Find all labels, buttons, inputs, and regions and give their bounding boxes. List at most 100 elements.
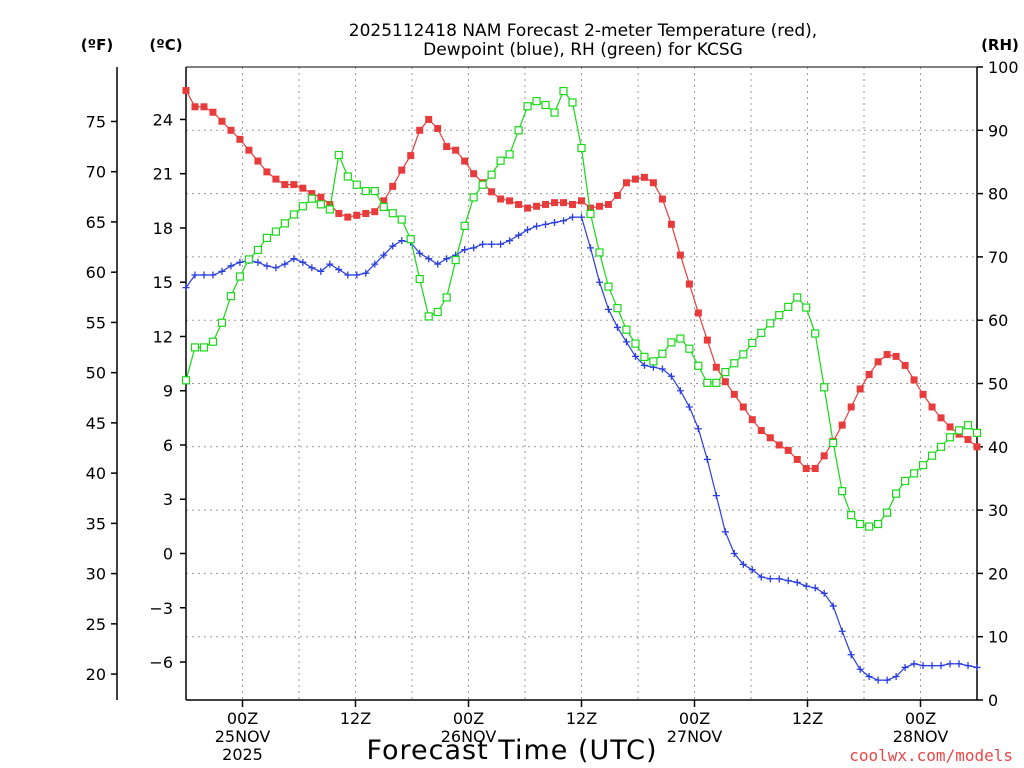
rh-point [253,245,263,255]
rh-point [649,357,658,366]
dewpoint-point [658,365,666,373]
dewpoint-point [425,255,433,263]
dewpoint-point [964,662,972,670]
rh-point [307,194,316,203]
dewpoint-point [829,602,837,610]
rh-point [622,325,631,334]
rh-point [361,186,370,196]
temperature-point [793,455,801,463]
dewpoint-point [182,284,190,292]
rh-point [568,98,577,107]
rh-point [918,461,928,470]
rh-point [676,334,685,343]
dewpoint-point [434,260,442,268]
dewpoint-point [470,244,478,252]
fahrenheit-tick-label: 65 [86,213,106,232]
dewpoint-point [551,219,559,227]
temperature-point [964,436,972,444]
temperature-point [757,427,765,435]
dewpoint-point [353,271,361,279]
rh-point [865,522,874,531]
dewpoint-point [209,271,217,279]
rh-point [972,428,982,437]
dewpoint-point [524,226,532,234]
rh-point [289,210,298,219]
rh-point [559,86,568,96]
dewpoint-point [586,244,594,252]
rh-point [433,307,442,317]
rh-point [550,108,559,117]
rh-point [811,329,820,338]
temperature-point [811,465,819,473]
temperature-point [506,197,514,205]
rh-point [523,102,532,111]
fahrenheit-tick-label: 60 [86,263,106,282]
dewpoint-point [317,267,325,275]
rh-point [927,451,937,460]
temperature-point [910,376,918,384]
temperature-point [820,452,828,460]
dewpoint-point [766,575,774,583]
temperature-point [398,166,406,174]
dewpoint-point [865,672,873,680]
rh-point [748,338,757,348]
rh-point [703,378,712,387]
rh-unit-label: (RH) [981,36,1019,54]
temperature-point [389,182,397,190]
rh-point [954,426,964,435]
rh-point [469,193,478,202]
rh-point [936,442,946,451]
temperature-point [622,179,630,187]
temperature-point [766,434,774,442]
dewpoint-point [506,237,514,245]
celsius-tick-label: 24 [153,110,173,129]
dewpoint-point [883,676,891,684]
temperature-point [730,390,738,398]
dewpoint-point [236,258,244,266]
temperature-point [604,200,612,208]
dewpoint-point [191,271,199,279]
dewpoint-point [757,573,765,581]
temperature-point [344,213,352,221]
dewpoint-point [362,269,370,277]
temperature-point [263,168,271,176]
rh-point [847,511,856,520]
rh-point [820,383,829,392]
dewpoint-point [290,255,298,263]
rh-point [883,508,892,517]
celsius-tick-label: −6 [149,653,173,672]
dewpoint-point [515,231,523,239]
temperature-point [802,465,810,473]
dewpoint-point [640,361,648,369]
rh-point [775,311,784,320]
dewpoint-point [955,660,963,668]
temperature-point [578,197,585,205]
rh-point [217,318,227,327]
rh-point [235,272,245,281]
rh-point [685,344,694,353]
rh-point [586,209,595,218]
fahrenheit-tick-label: 40 [86,464,106,483]
rh-point [442,293,451,302]
dewpoint-point [335,266,343,274]
rh-point [226,292,236,301]
temperature-point [317,193,325,201]
rh-tick-label: 10 [988,628,1008,647]
series-line [185,216,978,681]
rh-point [406,235,415,244]
rh-point [757,328,766,337]
dewpoint-point [416,249,424,257]
rh-point [487,170,496,179]
temperature-point [416,126,424,134]
temperature-point [461,157,469,165]
rh-point [667,338,676,347]
rh-point [892,489,901,498]
rh-tick-label: 30 [988,501,1008,520]
dewpoint-point [263,262,271,270]
dewpoint-point [874,676,882,684]
rh-point [721,368,730,377]
dewpoint-point [694,425,702,433]
temperature-point [928,403,936,411]
rh-tick-label: 90 [988,121,1008,140]
dewpoint-point [488,240,496,248]
